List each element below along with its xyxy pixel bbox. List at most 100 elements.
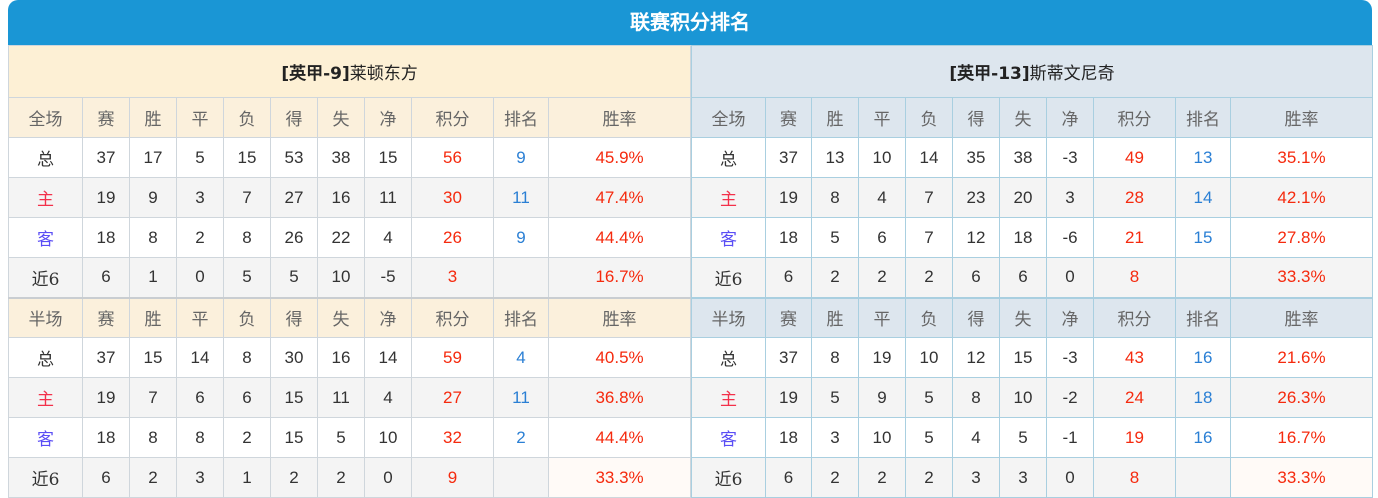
section-label: 全场 xyxy=(8,97,83,138)
table-row: 近6 6 2 2 2 3 3 0 8 33.3% xyxy=(691,457,1374,498)
table-row: 主 19 9 3 7 27 16 11 30 11 47.4% xyxy=(8,177,692,218)
table-cell: 18 xyxy=(1175,377,1231,418)
column-header: 赛 xyxy=(82,97,130,138)
table-cell: 19 xyxy=(765,377,812,418)
standings-table: [英甲-13]斯蒂文尼奇 全场赛胜平负得失净积分 排名 胜率总 37 13 10 14 35 38… xyxy=(690,45,1374,498)
table-cell: 19 xyxy=(1093,417,1176,458)
column-header: 平 xyxy=(176,296,224,338)
table-cell: 47.4% xyxy=(547,177,692,218)
table-cell: 44.4% xyxy=(547,217,692,258)
table-cell: 26 xyxy=(411,217,494,258)
team-name: 斯蒂文尼奇 xyxy=(1029,64,1115,84)
table-row: 近6 6 2 3 1 2 2 0 9 33.3% xyxy=(8,457,692,498)
table-cell: 22 xyxy=(317,217,365,258)
team-name-header: [英甲-9]莱顿东方 xyxy=(7,45,692,98)
table-cell: 近6 xyxy=(8,257,83,298)
section-label: 半场 xyxy=(8,296,83,338)
column-header: 得 xyxy=(952,97,1000,138)
league-rank: [英甲-9] xyxy=(281,64,350,84)
table-cell: 24 xyxy=(1093,377,1176,418)
table-cell: 10 xyxy=(364,417,412,458)
column-header: 胜 xyxy=(129,97,177,138)
table-cell: -1 xyxy=(1046,417,1094,458)
table-row: 总 37 13 10 14 35 38 -3 49 13 35.1% xyxy=(691,137,1374,178)
table-cell: 5 xyxy=(999,417,1047,458)
table-cell: 8 xyxy=(176,417,224,458)
table-cell: 15 xyxy=(129,337,177,378)
table-cell: 5 xyxy=(317,417,365,458)
table-cell: 19 xyxy=(765,177,812,218)
table-row: 近6 6 1 0 5 5 10 -5 3 16.7% xyxy=(8,257,692,298)
table-cell: 2 xyxy=(905,257,953,298)
column-header: 排名 xyxy=(1175,296,1231,338)
table-cell: 2 xyxy=(270,457,318,498)
table-row: 客 18 5 6 7 12 18 -6 21 15 27.8% xyxy=(691,217,1374,258)
column-header: 胜率 xyxy=(1229,97,1374,138)
table-cell: 4 xyxy=(858,177,906,218)
table-cell: 8 xyxy=(1093,257,1176,298)
table-cell: 20 xyxy=(999,177,1047,218)
table-cell: 33.3% xyxy=(1229,257,1374,298)
column-header: 积分 xyxy=(1093,296,1176,338)
table-cell: 6 xyxy=(176,377,224,418)
table-cell: 4 xyxy=(493,337,549,378)
table-cell: 14 xyxy=(364,337,412,378)
column-header: 胜 xyxy=(129,296,177,338)
column-header: 赛 xyxy=(765,296,812,338)
table-cell: 33.3% xyxy=(1229,457,1374,498)
table-cell: -3 xyxy=(1046,137,1094,178)
table-cell: 38 xyxy=(317,137,365,178)
table-cell: 14 xyxy=(176,337,224,378)
column-header: 积分 xyxy=(411,296,494,338)
table-cell: 3 xyxy=(411,257,494,298)
table-cell: 2 xyxy=(858,457,906,498)
table-cell: 15 xyxy=(270,417,318,458)
table-cell: 18 xyxy=(765,417,812,458)
table-cell: 9 xyxy=(411,457,494,498)
table-cell: 18 xyxy=(765,217,812,258)
table-cell: 6 xyxy=(765,457,812,498)
table-cell: 27.8% xyxy=(1229,217,1374,258)
table-cell: 3 xyxy=(999,457,1047,498)
standings-table: [英甲-9]莱顿东方 全场赛胜平负得失净积分 排名 胜率总 37 17 5 15 53 38 15 5… xyxy=(7,45,692,498)
table-cell: 8 xyxy=(129,217,177,258)
table-cell: 6 xyxy=(82,257,130,298)
column-header: 得 xyxy=(270,97,318,138)
table-cell: 2 xyxy=(858,257,906,298)
column-header: 胜率 xyxy=(547,296,692,338)
table-cell: 33.3% xyxy=(547,457,692,498)
column-header: 得 xyxy=(270,296,318,338)
table-row: 近6 6 2 2 2 6 6 0 8 33.3% xyxy=(691,257,1374,298)
table-cell: 客 xyxy=(8,217,83,258)
table-cell: 18 xyxy=(999,217,1047,258)
table-cell: 主 xyxy=(8,377,83,418)
table-cell: 16 xyxy=(1175,337,1231,378)
table-cell: 37 xyxy=(765,137,812,178)
table-cell: 5 xyxy=(905,377,953,418)
home-team-panel: [英甲-9]莱顿东方 全场赛胜平负得失净积分 排名 胜率总 37 17 5 15 53 38 15 5… xyxy=(7,45,692,498)
table-cell: 30 xyxy=(411,177,494,218)
table-cell: 4 xyxy=(364,377,412,418)
away-team-panel: [英甲-13]斯蒂文尼奇 全场赛胜平负得失净积分 排名 胜率总 37 13 10 14 35 38… xyxy=(690,45,1374,498)
column-header: 赛 xyxy=(765,97,812,138)
table-cell: 9 xyxy=(493,217,549,258)
table-cell: 27 xyxy=(411,377,494,418)
table-cell: 2 xyxy=(905,457,953,498)
table-cell: 43 xyxy=(1093,337,1176,378)
table-cell: 11 xyxy=(364,177,412,218)
table-cell: 4 xyxy=(364,217,412,258)
table-cell: 近6 xyxy=(691,257,766,298)
table-cell: 16 xyxy=(1175,417,1231,458)
table-cell: 10 xyxy=(999,377,1047,418)
table-cell: 16.7% xyxy=(547,257,692,298)
table-cell: 12 xyxy=(952,337,1000,378)
table-cell: 总 xyxy=(691,137,766,178)
table-cell: 11 xyxy=(493,377,549,418)
table-cell: 5 xyxy=(905,417,953,458)
table-cell: 38 xyxy=(999,137,1047,178)
table-cell: -2 xyxy=(1046,377,1094,418)
table-cell: 0 xyxy=(1046,457,1094,498)
table-cell: 7 xyxy=(223,177,271,218)
table-cell: -6 xyxy=(1046,217,1094,258)
table-cell: 45.9% xyxy=(547,137,692,178)
